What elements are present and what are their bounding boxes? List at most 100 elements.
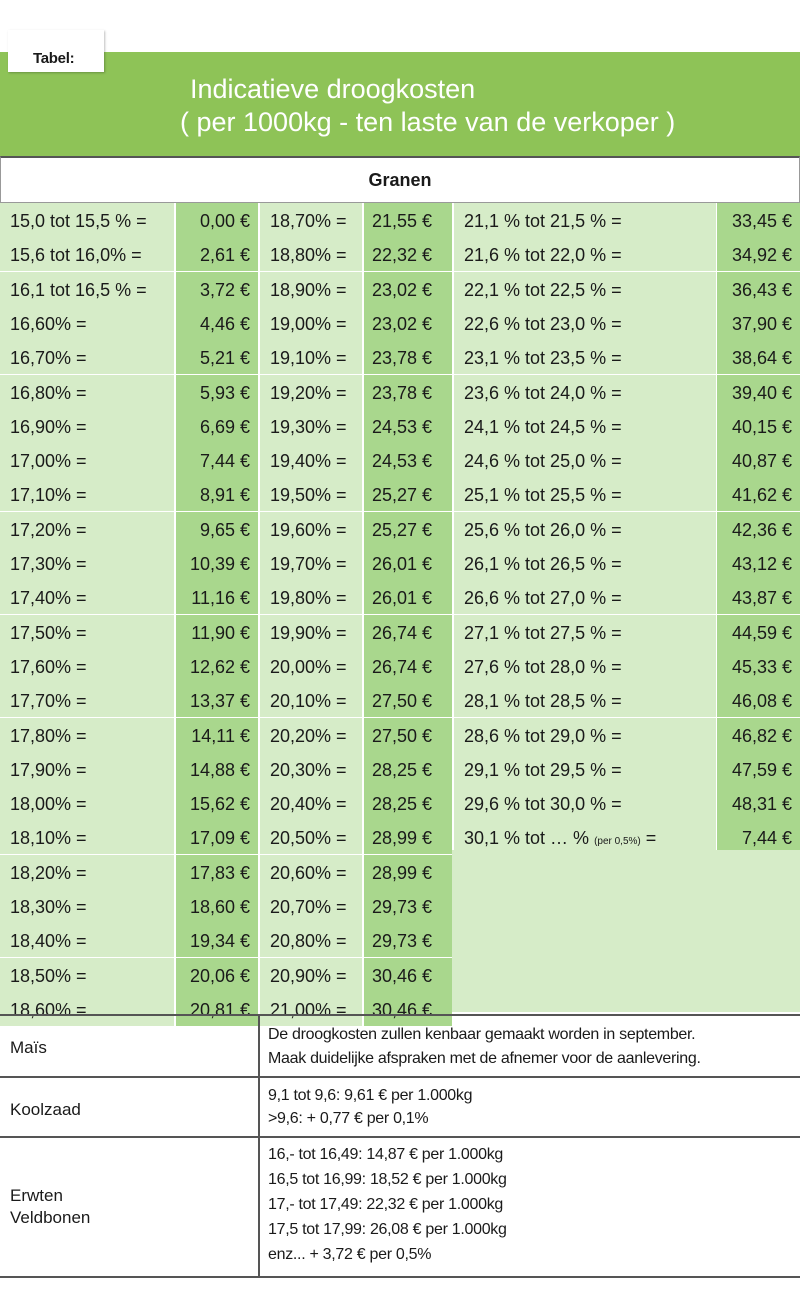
moisture-label: 17,60% = (0, 649, 174, 683)
cost-value: 0,00 € (176, 203, 258, 237)
moisture-label: 19,70% = (260, 546, 362, 580)
cost-value: 9,65 € (176, 512, 258, 546)
column-divider (258, 1016, 260, 1278)
cost-value: 17,09 € (176, 820, 258, 854)
moisture-label: 18,80% = (260, 237, 362, 271)
moisture-label: 17,00% = (0, 443, 174, 477)
cost-value: 26,74 € (364, 649, 452, 683)
cost-value: 37,90 € (717, 306, 800, 340)
moisture-label: 18,70% = (260, 203, 362, 237)
moisture-label: 27,6 % tot 28,0 % = (454, 649, 716, 683)
cost-value: 26,01 € (364, 546, 452, 580)
row-mais: Maïs De droogkosten zullen kenbaar gemaa… (0, 1016, 800, 1078)
moisture-label: 19,30% = (260, 409, 362, 443)
crop-description-line: 17,5 tot 17,99: 26,08 € per 1.000kg (268, 1221, 507, 1238)
moisture-label: 19,40% = (260, 443, 362, 477)
cost-value: 22,32 € (364, 237, 452, 271)
cost-value: 19,34 € (176, 923, 258, 957)
moisture-label: 17,80% = (0, 718, 174, 752)
other-crops-table: Maïs De droogkosten zullen kenbaar gemaa… (0, 1014, 800, 1278)
cost-value: 6,69 € (176, 409, 258, 443)
cost-value: 33,45 € (717, 203, 800, 237)
cost-value: 25,27 € (364, 512, 452, 546)
cost-value: 43,12 € (717, 546, 800, 580)
granen-table: 15,0 tot 15,5 % = 0,00 €15,6 tot 16,0% = 2… (0, 203, 800, 1026)
cost-value: 7,44 € (717, 820, 800, 854)
cost-value: 10,39 € (176, 546, 258, 580)
cost-value: 13,37 € (176, 683, 258, 717)
cost-value: 12,62 € (176, 649, 258, 683)
cost-value: 7,44 € (176, 443, 258, 477)
moisture-label: 18,30% = (0, 889, 174, 923)
moisture-label: 19,00% = (260, 306, 362, 340)
crop-description-line: 17,- tot 17,49: 22,32 € per 1.000kg (268, 1196, 504, 1213)
crop-description-line: De droogkosten zullen kenbaar gemaakt wo… (268, 1026, 696, 1043)
moisture-label: 23,6 % tot 24,0 % = (454, 375, 716, 409)
cost-value: 28,99 € (364, 855, 452, 889)
moisture-label: 17,30% = (0, 546, 174, 580)
cost-value: 41,62 € (717, 477, 800, 511)
cost-value: 2,61 € (176, 237, 258, 271)
cost-value: 20,06 € (176, 958, 258, 992)
cost-value: 23,02 € (364, 272, 452, 306)
cost-value: 21,55 € (364, 203, 452, 237)
cost-value: 39,40 € (717, 375, 800, 409)
moisture-label: 24,6 % tot 25,0 % = (454, 443, 716, 477)
moisture-label: 16,80% = (0, 375, 174, 409)
cost-value: 5,21 € (176, 340, 258, 374)
moisture-label: 20,20% = (260, 718, 362, 752)
moisture-label: 19,20% = (260, 375, 362, 409)
moisture-label: 18,20% = (0, 855, 174, 889)
moisture-label: 18,40% = (0, 923, 174, 957)
cost-value: 45,33 € (717, 649, 800, 683)
cost-value: 17,83 € (176, 855, 258, 889)
cost-value: 48,31 € (717, 786, 800, 820)
moisture-label: 20,90% = (260, 958, 362, 992)
cost-value: 42,36 € (717, 512, 800, 546)
cost-value: 40,87 € (717, 443, 800, 477)
cost-value: 27,50 € (364, 683, 452, 717)
moisture-label: 17,50% = (0, 615, 174, 649)
cost-value: 23,78 € (364, 340, 452, 374)
moisture-label: 20,40% = (260, 786, 362, 820)
cost-value: 28,25 € (364, 786, 452, 820)
cost-value: 40,15 € (717, 409, 800, 443)
moisture-label: 17,70% = (0, 683, 174, 717)
moisture-label: 28,1 % tot 28,5 % = (454, 683, 716, 717)
cost-value: 46,08 € (717, 683, 800, 717)
granen-header: Granen (0, 156, 800, 203)
moisture-label-text: 30,1 % tot … % (464, 828, 595, 848)
moisture-label: 16,60% = (0, 306, 174, 340)
moisture-label: 24,1 % tot 24,5 % = (454, 409, 716, 443)
moisture-label: 18,00% = (0, 786, 174, 820)
moisture-label: 20,50% = (260, 820, 362, 854)
moisture-label: 29,6 % tot 30,0 % = (454, 786, 716, 820)
moisture-label: 19,50% = (260, 477, 362, 511)
cost-value: 43,87 € (717, 580, 800, 614)
row-erwten-veldbonen: Erwten Veldbonen 16,- tot 16,49: 14,87 €… (0, 1138, 800, 1278)
moisture-label: 16,1 tot 16,5 % = (0, 272, 174, 306)
moisture-label: 15,0 tot 15,5 % = (0, 203, 174, 237)
moisture-label: 18,60% = (0, 992, 174, 1026)
tabel-tab: Tabel: (8, 30, 104, 72)
moisture-label: 20,10% = (260, 683, 362, 717)
moisture-label: 26,6 % tot 27,0 % = (454, 580, 716, 614)
moisture-label: 16,70% = (0, 340, 174, 374)
moisture-label: 16,90% = (0, 409, 174, 443)
moisture-label: 29,1 % tot 29,5 % = (454, 752, 716, 786)
cost-value: 34,92 € (717, 237, 800, 271)
cost-value: 3,72 € (176, 272, 258, 306)
moisture-label: 17,40% = (0, 580, 174, 614)
cost-value: 15,62 € (176, 786, 258, 820)
cost-value: 14,88 € (176, 752, 258, 786)
moisture-label: 22,1 % tot 22,5 % = (454, 272, 716, 306)
cost-value: 11,16 € (176, 580, 258, 614)
moisture-label: 17,20% = (0, 512, 174, 546)
cost-value: 24,53 € (364, 409, 452, 443)
cost-value: 46,82 € (717, 718, 800, 752)
crop-name: Koolzaad (10, 1100, 81, 1119)
cost-value: 14,11 € (176, 718, 258, 752)
moisture-label: 21,6 % tot 22,0 % = (454, 237, 716, 271)
title-line-1: Indicatieve droogkosten (190, 74, 476, 104)
moisture-label: 25,6 % tot 26,0 % = (454, 512, 716, 546)
